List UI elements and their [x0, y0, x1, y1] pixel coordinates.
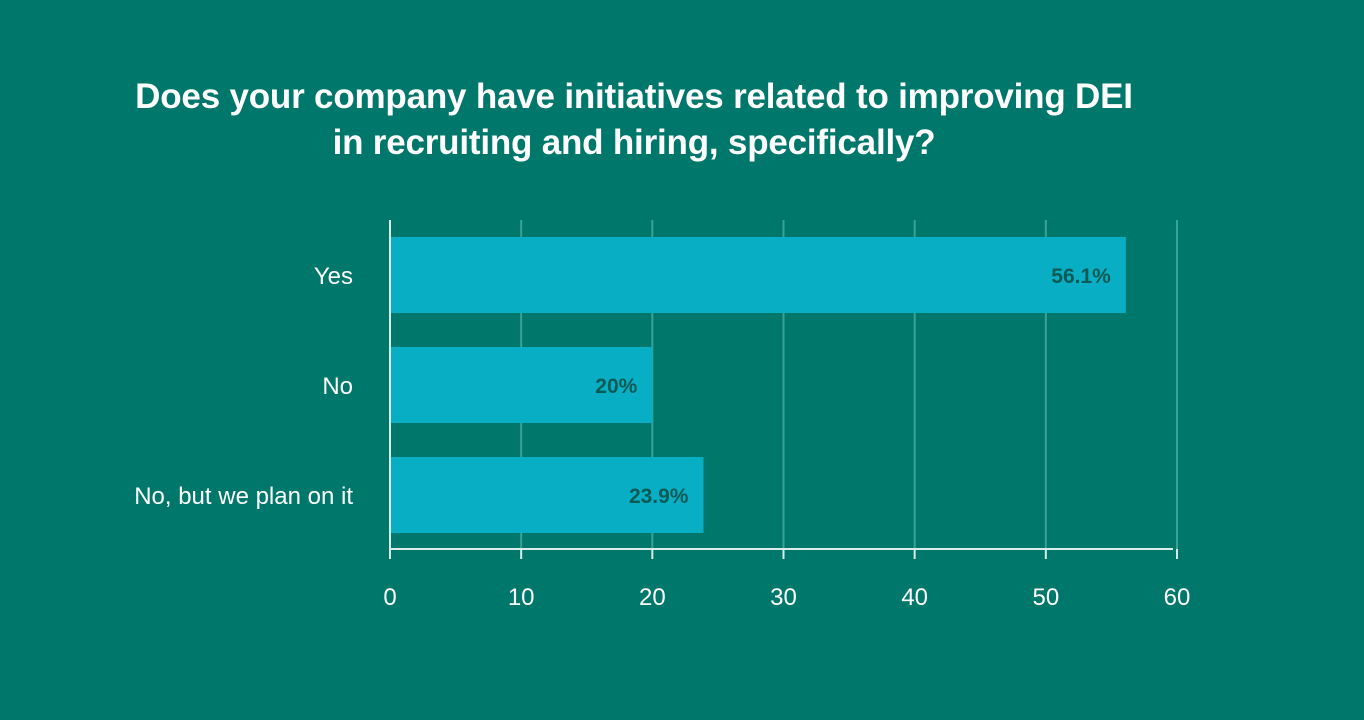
- chart-title-line-1: Does your company have initiatives relat…: [135, 77, 1133, 116]
- bar-1: [390, 347, 653, 423]
- x-tick-label: 0: [383, 584, 396, 611]
- chart-title: Does your company have initiatives relat…: [60, 74, 1208, 166]
- x-tick-label: 20: [639, 584, 666, 611]
- x-tick-label: 30: [770, 584, 797, 611]
- x-tick-label: 60: [1164, 584, 1191, 611]
- data-label: 56.1%: [1051, 265, 1111, 288]
- x-tick-label: 40: [901, 584, 928, 611]
- category-label: No, but we plan on it: [134, 483, 353, 510]
- data-label: 23.9%: [629, 485, 689, 508]
- category-label: Yes: [314, 263, 353, 290]
- category-label: No: [322, 373, 353, 400]
- x-tick-label: 10: [508, 584, 535, 611]
- chart-title-line-2: in recruiting and hiring, specifically?: [332, 123, 936, 162]
- x-tick-label: 50: [1032, 584, 1059, 611]
- bar-0: [390, 237, 1126, 313]
- data-label: 20%: [595, 375, 637, 398]
- bar-2: [390, 457, 704, 533]
